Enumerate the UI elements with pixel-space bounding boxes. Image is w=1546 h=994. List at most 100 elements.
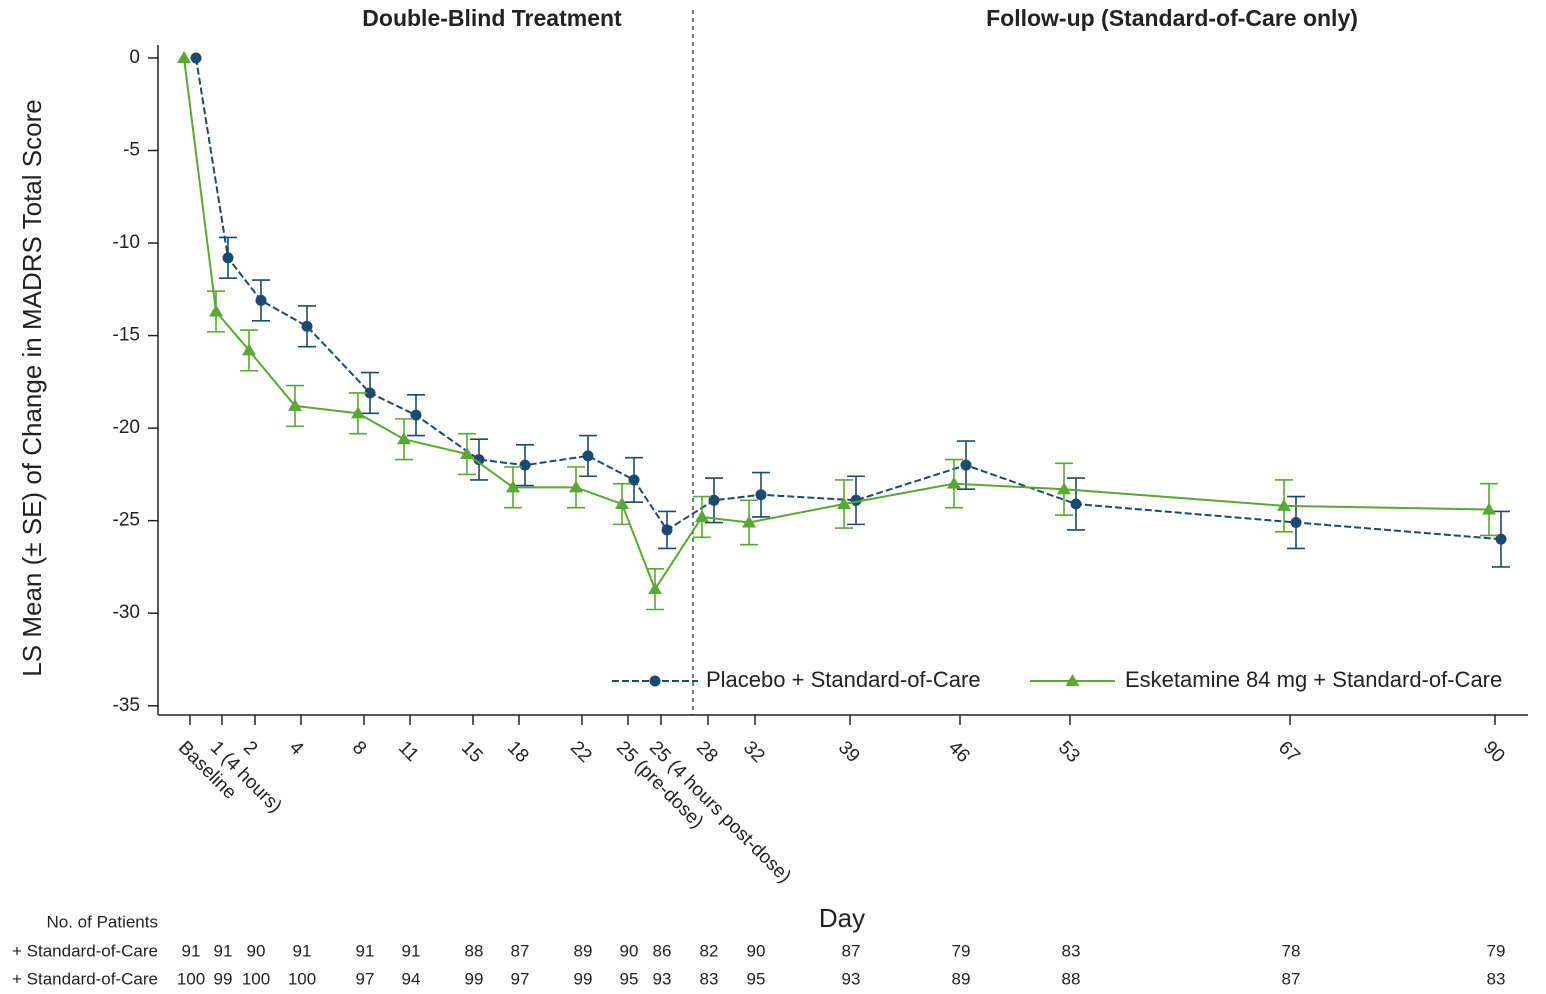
point <box>255 294 267 306</box>
table-cell: 91 <box>356 941 375 960</box>
y-tick-label: -20 <box>113 417 140 438</box>
x-tick-label: 2 <box>239 737 261 759</box>
point <box>242 343 256 356</box>
point <box>1482 502 1496 515</box>
y-tick-label: 0 <box>129 47 140 68</box>
table-cell: 91 <box>214 941 233 960</box>
x-tick-label: 28 <box>692 737 722 767</box>
series-line <box>183 57 1490 592</box>
x-tick-label: 32 <box>739 737 769 767</box>
x-tick-label: 25 (4 hours post-dose) <box>645 737 795 887</box>
point <box>695 509 709 522</box>
table-cell: 99 <box>574 969 593 988</box>
point <box>397 432 411 445</box>
table-cell: 87 <box>842 941 861 960</box>
y-tick-label: -10 <box>113 232 140 253</box>
x-tick-label: 53 <box>1054 737 1084 767</box>
x-axis-title: Day <box>819 903 865 933</box>
point <box>960 459 972 471</box>
table-cell: 90 <box>747 941 766 960</box>
table-cell: 87 <box>1282 969 1301 988</box>
legend-marker <box>649 675 661 687</box>
x-tick-label: 15 <box>457 737 487 767</box>
section-title: Double-Blind Treatment <box>362 5 622 31</box>
point <box>569 480 583 493</box>
x-tick-label: 8 <box>348 737 370 759</box>
table-cell: 97 <box>511 969 530 988</box>
point <box>473 454 485 466</box>
point <box>1290 517 1302 529</box>
legend-marker <box>1065 674 1080 686</box>
x-tick-label: 46 <box>944 737 974 767</box>
point <box>1495 533 1507 545</box>
section-title: Follow-up (Standard-of-Care only) <box>986 5 1358 31</box>
table-cell: 78 <box>1282 941 1301 960</box>
table-title: No. of Patients <box>46 912 158 931</box>
table-cell: 100 <box>288 969 316 988</box>
point <box>837 497 851 510</box>
x-tick-label: 90 <box>1479 737 1509 767</box>
point <box>301 320 313 332</box>
point <box>648 582 662 595</box>
point <box>410 409 422 421</box>
point <box>209 304 223 317</box>
point <box>947 476 961 489</box>
table-cell: 79 <box>952 941 971 960</box>
y-tick-label: -35 <box>113 695 140 716</box>
series-line <box>195 57 1502 541</box>
point <box>755 489 767 501</box>
y-tick-label: -25 <box>113 510 140 531</box>
y-tick-label: -30 <box>113 602 140 623</box>
table-cell: 95 <box>620 969 639 988</box>
table-cell: 100 <box>242 969 270 988</box>
table-cell: 91 <box>293 941 312 960</box>
x-tick-label: 67 <box>1274 737 1304 767</box>
x-tick-label: 22 <box>566 737 596 767</box>
point <box>190 52 202 64</box>
table-cell: 91 <box>402 941 421 960</box>
y-axis-title: LS Mean (± SE) of Change in MADRS Total … <box>17 99 47 676</box>
x-tick-label: 18 <box>503 737 533 767</box>
table-cell: 87 <box>511 941 530 960</box>
table-cell: 83 <box>1062 941 1081 960</box>
point <box>222 252 234 264</box>
table-cell: 89 <box>574 941 593 960</box>
table-cell: 88 <box>1062 969 1081 988</box>
point <box>708 494 720 506</box>
point <box>506 480 520 493</box>
point <box>1070 498 1082 510</box>
point <box>351 406 365 419</box>
point <box>460 447 474 460</box>
table-cell: 86 <box>653 941 672 960</box>
point <box>177 50 191 63</box>
table-cell: 91 <box>182 941 201 960</box>
table-cell: 94 <box>402 969 421 988</box>
point <box>1057 482 1071 495</box>
table-row-label: + Standard-of-Care <box>12 941 158 960</box>
table-cell: 93 <box>653 969 672 988</box>
point <box>628 474 640 486</box>
point <box>615 497 629 510</box>
point <box>1277 498 1291 511</box>
point <box>742 515 756 528</box>
y-tick-label: -15 <box>113 325 140 346</box>
x-tick-label: 11 <box>394 737 423 766</box>
table-cell: 79 <box>1487 941 1506 960</box>
table-row-label: + Standard-of-Care <box>12 969 158 988</box>
point <box>288 398 302 411</box>
table-cell: 83 <box>1487 969 1506 988</box>
table-cell: 95 <box>747 969 766 988</box>
table-cell: 99 <box>214 969 233 988</box>
table-cell: 88 <box>465 941 484 960</box>
table-cell: 82 <box>700 941 719 960</box>
table-cell: 99 <box>465 969 484 988</box>
legend-label: Esketamine 84 mg + Standard-of-Care <box>1125 667 1502 692</box>
table-cell: 83 <box>700 969 719 988</box>
table-cell: 93 <box>842 969 861 988</box>
table-cell: 89 <box>952 969 971 988</box>
point <box>582 450 594 462</box>
point <box>661 524 673 536</box>
table-cell: 90 <box>247 941 266 960</box>
x-tick-label: 4 <box>285 737 308 760</box>
